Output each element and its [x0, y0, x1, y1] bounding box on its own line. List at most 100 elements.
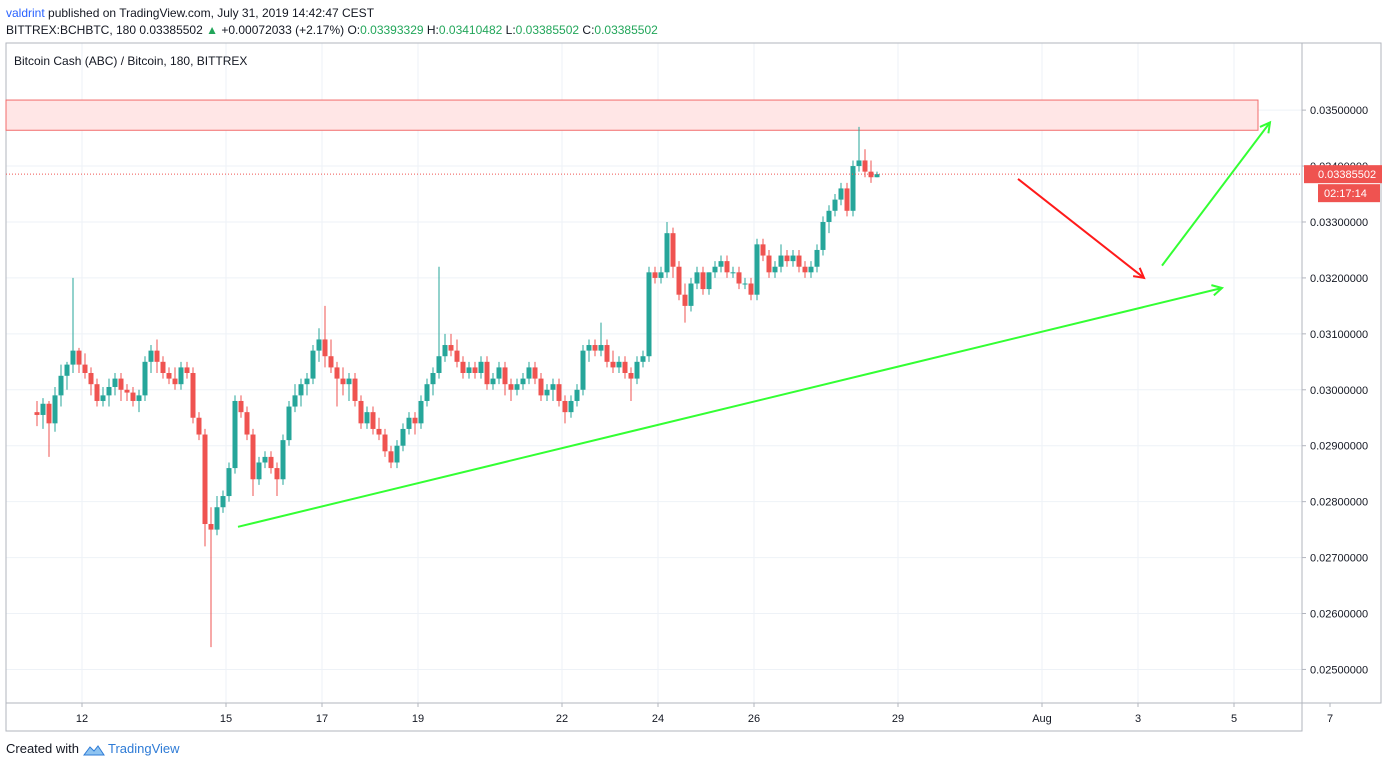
candle-body-down [118, 378, 124, 390]
candle-body-up [712, 266, 718, 273]
ohlc-legend: BITTREX:BCHBTC, 180 0.03385502 ▲ +0.0007… [6, 22, 658, 38]
candle-body-down [46, 403, 52, 424]
author-link[interactable]: valdrint [6, 6, 45, 20]
candle-body-up [490, 378, 496, 385]
candle-body-down [76, 350, 82, 365]
candle-body-up [580, 350, 586, 390]
candle-body-up [40, 403, 46, 415]
last-price-tag-bg [1304, 165, 1382, 184]
candle-body-down [622, 361, 628, 373]
candle-body-down [160, 361, 166, 373]
candle-body-up [100, 395, 106, 401]
candle-body-up [520, 378, 526, 385]
candle-body-down [358, 400, 364, 424]
candle-body-down [238, 400, 244, 413]
candle-body-up [214, 507, 220, 530]
candle-body-up [586, 345, 592, 351]
candles-group [34, 126, 880, 648]
price-tick-label: 0.02700000 [1310, 553, 1368, 565]
candle-body-up [148, 350, 154, 362]
candle-body-up [364, 412, 370, 424]
open-value: 0.03393329 [360, 23, 424, 37]
candle-body-up [694, 272, 700, 284]
candle-body-up [772, 266, 778, 273]
candle-body-up [718, 261, 724, 267]
price-axis-panel[interactable] [1301, 42, 1382, 704]
candle-body-down [382, 434, 388, 452]
trendline [237, 287, 1223, 528]
candle-body-down [682, 294, 688, 306]
candle-body-down [802, 266, 808, 273]
candle-body-up [826, 210, 832, 222]
candle-body-down [274, 468, 280, 480]
candle-body-down [796, 255, 802, 267]
candle-body-up [658, 272, 664, 278]
publish-header: valdrint published on TradingView.com, J… [6, 4, 374, 22]
price-tick-label: 0.03200000 [1310, 273, 1368, 285]
candle-body-up [616, 361, 622, 368]
price-tick-label: 0.02600000 [1310, 609, 1368, 621]
candle-body-up [808, 266, 814, 273]
time-axis-ticks: 12 15 17 19 22 24 26 29 Aug 3 5 7 [76, 703, 1333, 725]
candle-body-up [178, 367, 184, 385]
time-axis-panel[interactable] [5, 702, 1303, 732]
candle-body-up [220, 496, 226, 508]
tradingview-brand[interactable]: TradingView [108, 741, 180, 756]
candle-body-down [328, 356, 334, 368]
candle-body-down [172, 378, 178, 385]
candle-body-down [454, 350, 460, 362]
resistance-zone [5, 99, 1259, 131]
candle-body-down [556, 384, 562, 401]
candle-body-down [340, 378, 346, 385]
candle-body-down [736, 272, 742, 284]
candle-body-down [184, 367, 190, 373]
candle-body-down [784, 255, 790, 262]
candle-body-down [448, 345, 454, 351]
candle-body-up [142, 361, 148, 396]
candle-body-down [352, 378, 358, 401]
low-label: L: [505, 23, 516, 37]
candle-body-up [64, 364, 70, 376]
price-tick-label: 0.02800000 [1310, 497, 1368, 509]
candle-body-down [592, 345, 598, 351]
time-tick-label: 7 [1327, 713, 1333, 725]
candle-body-down [538, 378, 544, 396]
candle-body-up [304, 378, 310, 385]
candle-body-down [760, 244, 766, 256]
price-axis-ticks: 0.02500000 0.02600000 0.02700000 0.02800000… [1302, 105, 1368, 676]
time-tick-label: 17 [316, 713, 328, 725]
candle-body-down [190, 373, 196, 418]
close-label: C: [582, 23, 595, 37]
candle-body-up [298, 384, 304, 396]
candle-body-down [250, 434, 256, 480]
candle-body-down [376, 428, 382, 435]
candle-body-down [748, 283, 754, 295]
candle-body-up [292, 395, 298, 407]
time-tick-label: 5 [1231, 713, 1237, 725]
time-tick-label: 12 [76, 713, 88, 725]
candle-body-up [70, 350, 76, 365]
up-arrow-line [1161, 121, 1271, 267]
candle-body-down [166, 373, 172, 379]
candle-body-up [550, 384, 556, 390]
candle-body-up [442, 345, 448, 357]
candle-body-down [196, 417, 202, 435]
candle-body-down [370, 412, 376, 429]
candle-body-up [400, 428, 406, 446]
candle-body-up [544, 389, 550, 396]
footer: Created with TradingView [6, 741, 180, 756]
candle-body-down [130, 392, 136, 401]
candle-body-down [88, 373, 94, 385]
candle-body-down [628, 373, 634, 379]
candle-body-down [202, 434, 208, 525]
candle-body-down [460, 361, 466, 373]
candle-body-up [640, 356, 646, 362]
candle-body-down [844, 188, 850, 211]
time-tick-label: 22 [556, 713, 568, 725]
change-value: +0.00072033 (+2.17%) [221, 23, 345, 37]
candle-body-up [850, 166, 856, 211]
candle-body-up [496, 367, 502, 379]
candle-body-up [226, 468, 232, 497]
candle-body-down [154, 350, 160, 362]
